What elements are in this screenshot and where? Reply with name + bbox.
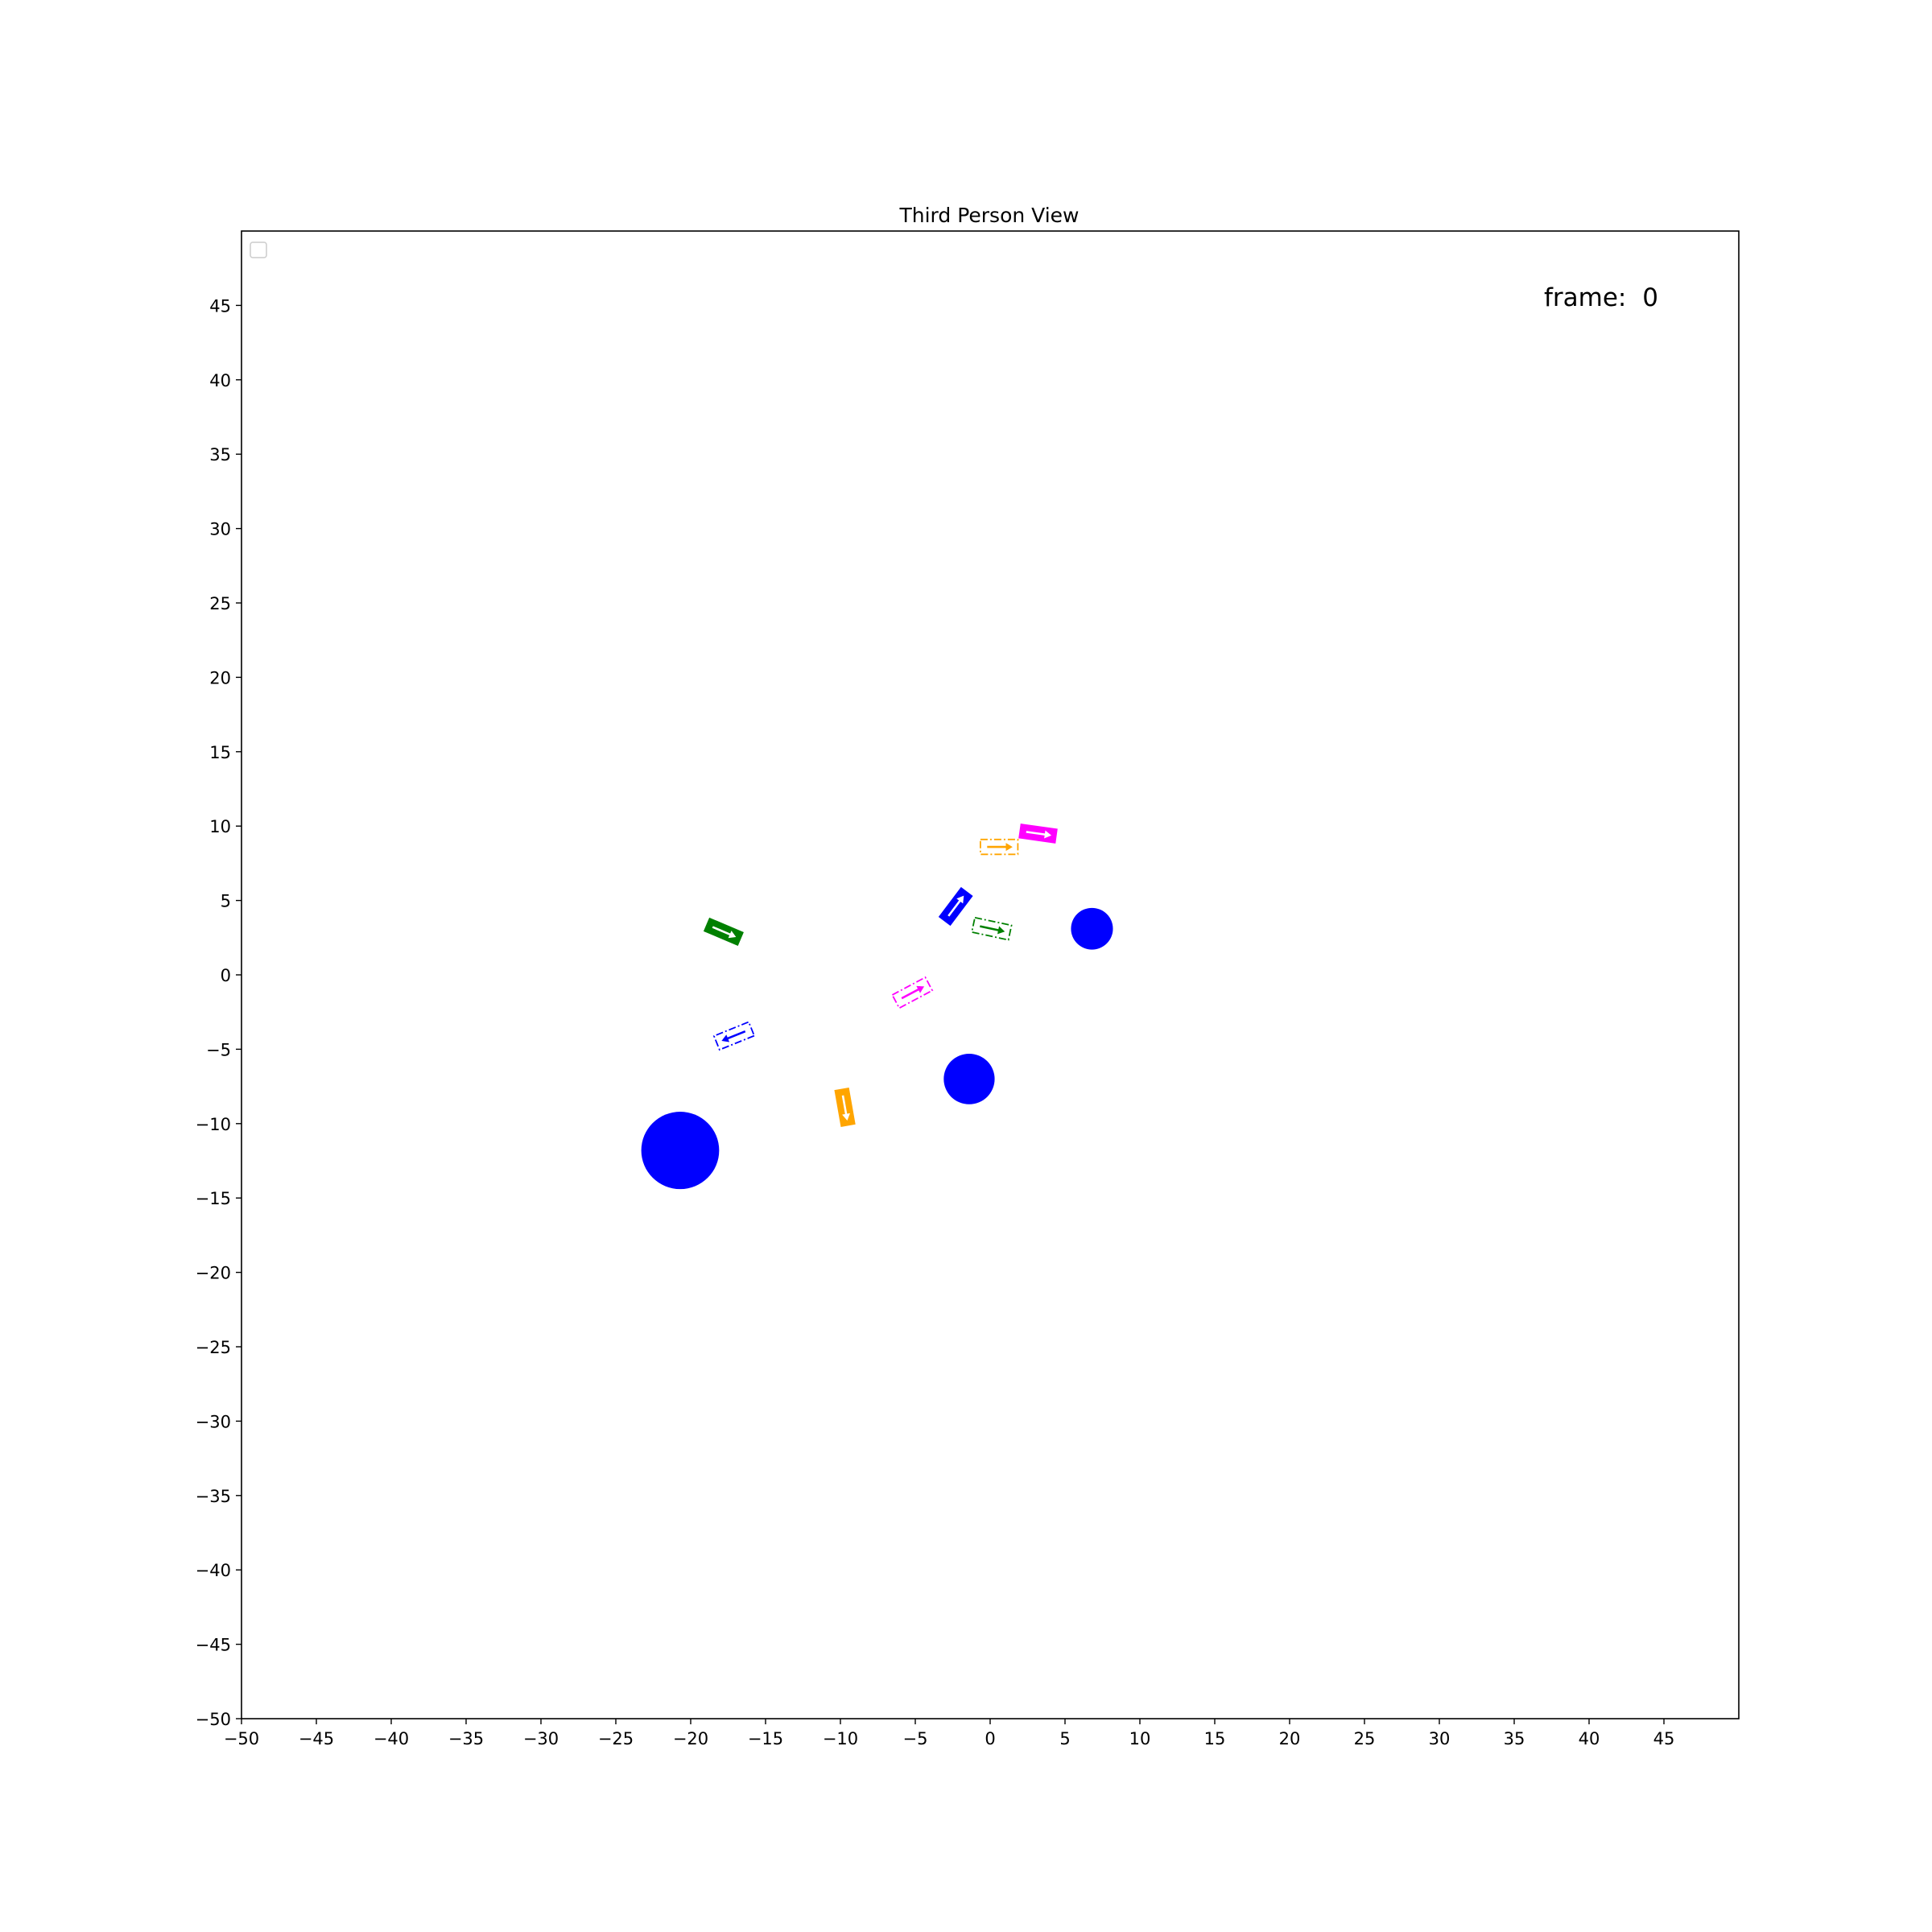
x-tick-label: −40 [374,1729,409,1748]
vehicle [1018,824,1058,844]
y-tick-label: −15 [196,1189,231,1208]
y-tick-label: −35 [196,1487,231,1506]
x-axis: −50 −45 −40 −35 −30 −25 −20 −15 −10 −5 0 5 10 15 20 25 3… [224,1719,1675,1748]
x-tick-label: 15 [1204,1729,1226,1748]
heading-arrow-head [728,931,737,939]
obstacle-circle [1071,907,1113,950]
x-tick-label: 25 [1354,1729,1376,1748]
y-tick-label: 5 [221,892,231,911]
vehicle-outline [712,1021,756,1051]
x-tick-label: −5 [903,1729,928,1748]
x-tick-label: −50 [224,1729,259,1748]
heading-arrow-head [721,1034,730,1042]
x-tick-label: 40 [1579,1729,1600,1748]
heading-arrow-head [842,1113,850,1121]
y-axis: −50−45−40−35−30−25−20−15−10−505101520253… [196,296,242,1729]
y-tick-label: 10 [209,817,231,836]
vehicle [971,916,1013,941]
obstacle-circle [641,1112,720,1190]
x-tick-label: −20 [673,1729,708,1748]
y-tick-label: 0 [221,966,231,985]
y-tick-label: 20 [209,668,231,687]
y-tick-label: −5 [206,1040,231,1059]
y-tick-label: −20 [196,1264,231,1283]
vehicle-outline [971,916,1013,941]
y-tick-label: 35 [209,445,231,464]
x-tick-label: 30 [1429,1729,1451,1748]
y-tick-label: −30 [196,1412,231,1431]
frame-value: 0 [1642,283,1658,312]
vehicle [834,1087,856,1127]
vehicle [712,1021,756,1051]
x-tick-label: 0 [985,1729,995,1748]
heading-arrow-shaft [841,1095,848,1116]
y-tick-label: −25 [196,1338,231,1357]
chart-title: Third Person View [899,204,1080,227]
y-tick-label: −10 [196,1115,231,1134]
y-tick-label: 15 [209,743,231,762]
frame-counter: frame: 0 [1544,283,1658,312]
x-tick-label: −45 [299,1729,334,1748]
x-tick-label: −35 [448,1729,484,1748]
y-tick-label: −45 [196,1636,231,1655]
obstacle-circle [943,1053,995,1104]
y-tick-label: −50 [196,1710,231,1729]
heading-arrow-shaft [947,899,962,917]
plot-marks [641,824,1113,1190]
heading-arrow-head [956,895,964,904]
heading-arrow-head [1005,843,1013,852]
y-tick-label: −40 [196,1561,231,1580]
heading-arrow-shaft [725,1030,746,1040]
heading-arrow-shaft [712,926,732,936]
heading-arrow-shaft [901,988,920,1000]
frame-label: frame: [1544,283,1626,312]
vehicle [938,886,973,927]
y-tick-label: 25 [209,594,231,613]
x-tick-label: −15 [748,1729,783,1748]
x-tick-label: 5 [1059,1729,1070,1748]
vehicle [980,838,1019,856]
vehicle-outline [980,838,1019,856]
x-tick-label: 35 [1504,1729,1525,1748]
x-tick-label: 20 [1279,1729,1301,1748]
x-tick-label: −25 [598,1729,634,1748]
x-tick-label: 45 [1653,1729,1675,1748]
x-tick-label: 10 [1129,1729,1151,1748]
heading-arrow-head [916,985,925,993]
vehicle [891,976,934,1009]
heading-arrow-shaft [980,925,1001,932]
vehicle-outline [891,976,934,1009]
legend-box [250,242,267,258]
y-tick-label: 30 [209,520,231,539]
heading-arrow-head [997,926,1005,935]
y-tick-label: 40 [209,371,231,390]
x-tick-label: −10 [823,1729,858,1748]
y-tick-label: 45 [209,296,231,316]
heading-arrow-head [1044,830,1052,839]
vehicle [703,917,744,946]
x-tick-label: −30 [523,1729,559,1748]
heading-arrow-shaft [1026,831,1046,836]
